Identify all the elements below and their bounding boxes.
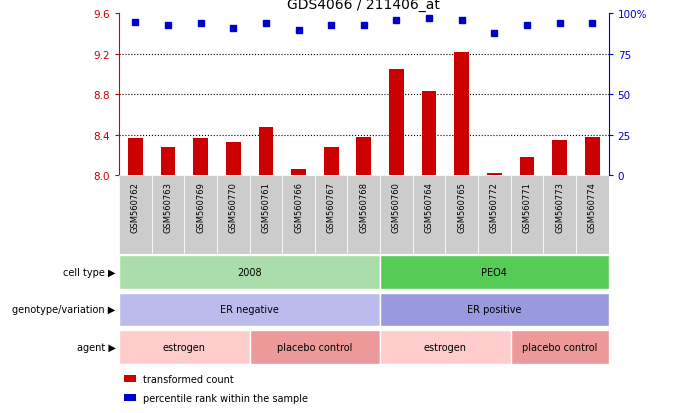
Bar: [380, 330, 511, 364]
Bar: [152, 176, 184, 254]
Bar: [380, 176, 413, 254]
Title: GDS4066 / 211406_at: GDS4066 / 211406_at: [288, 0, 440, 12]
Bar: [543, 176, 576, 254]
Text: GSM560763: GSM560763: [163, 182, 173, 233]
Bar: [184, 176, 217, 254]
Bar: [124, 375, 136, 382]
Bar: [422, 92, 437, 176]
Text: GSM560774: GSM560774: [588, 182, 597, 233]
Bar: [324, 147, 339, 176]
Bar: [119, 293, 380, 326]
Text: GSM560764: GSM560764: [424, 182, 434, 233]
Bar: [160, 147, 175, 176]
Bar: [250, 176, 282, 254]
Bar: [576, 176, 609, 254]
Bar: [454, 53, 469, 176]
Bar: [119, 256, 380, 289]
Text: placebo control: placebo control: [277, 342, 352, 352]
Text: transformed count: transformed count: [143, 374, 233, 384]
Text: GSM560767: GSM560767: [326, 182, 336, 233]
Bar: [356, 137, 371, 176]
Text: 2008: 2008: [237, 268, 262, 278]
Bar: [380, 256, 609, 289]
Text: GSM560770: GSM560770: [228, 182, 238, 233]
Bar: [291, 169, 306, 176]
Bar: [520, 157, 534, 176]
Bar: [128, 138, 143, 176]
Bar: [119, 176, 152, 254]
Bar: [347, 176, 380, 254]
Text: GSM560771: GSM560771: [522, 182, 532, 233]
Bar: [478, 176, 511, 254]
Bar: [119, 330, 250, 364]
Text: GSM560768: GSM560768: [359, 182, 369, 233]
Bar: [250, 330, 380, 364]
Bar: [380, 293, 609, 326]
Text: GSM560765: GSM560765: [457, 182, 466, 233]
Text: agent ▶: agent ▶: [77, 342, 116, 352]
Bar: [217, 176, 250, 254]
Text: GSM560772: GSM560772: [490, 182, 499, 233]
Bar: [585, 137, 600, 176]
Text: ER positive: ER positive: [467, 305, 522, 315]
Text: GSM560762: GSM560762: [131, 182, 140, 233]
Bar: [487, 173, 502, 176]
Bar: [389, 70, 404, 176]
Text: GSM560769: GSM560769: [196, 182, 205, 233]
Text: estrogen: estrogen: [163, 342, 206, 352]
Text: GSM560766: GSM560766: [294, 182, 303, 233]
Text: GSM560760: GSM560760: [392, 182, 401, 233]
Text: GSM560761: GSM560761: [261, 182, 271, 233]
Bar: [445, 176, 478, 254]
Bar: [552, 140, 567, 176]
Bar: [124, 394, 136, 401]
Bar: [258, 127, 273, 176]
Bar: [193, 138, 208, 176]
Text: percentile rank within the sample: percentile rank within the sample: [143, 393, 307, 403]
Bar: [282, 176, 315, 254]
Text: GSM560773: GSM560773: [555, 182, 564, 233]
Text: PEO4: PEO4: [481, 268, 507, 278]
Text: placebo control: placebo control: [522, 342, 597, 352]
Bar: [315, 176, 347, 254]
Text: estrogen: estrogen: [424, 342, 467, 352]
Bar: [511, 330, 609, 364]
Text: ER negative: ER negative: [220, 305, 279, 315]
Bar: [413, 176, 445, 254]
Text: cell type ▶: cell type ▶: [63, 268, 116, 278]
Bar: [226, 142, 241, 176]
Bar: [511, 176, 543, 254]
Text: genotype/variation ▶: genotype/variation ▶: [12, 305, 116, 315]
